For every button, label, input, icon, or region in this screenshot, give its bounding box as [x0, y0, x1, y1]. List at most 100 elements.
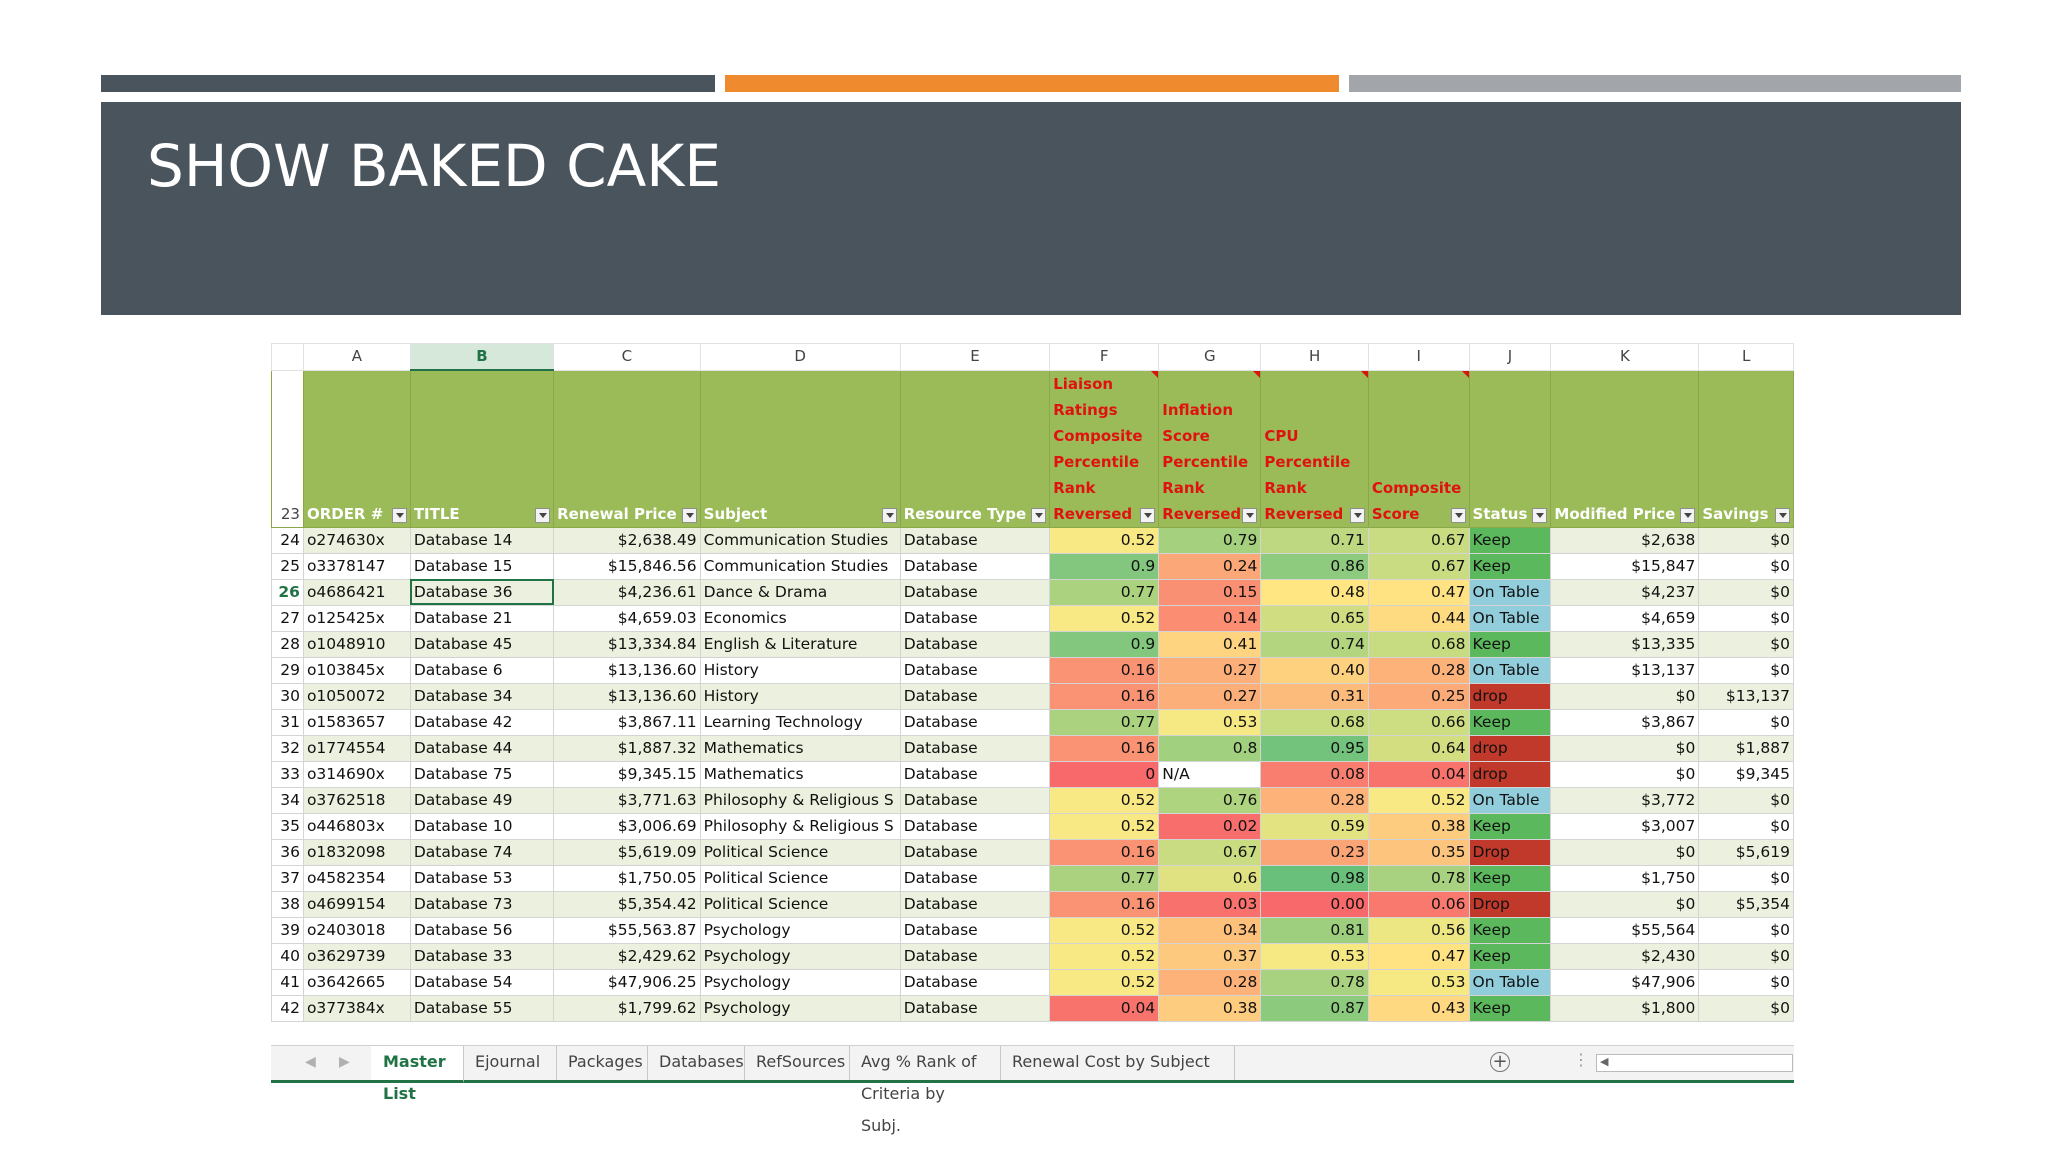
cell-f[interactable]: 0.52 — [1049, 526, 1160, 554]
cell-i[interactable]: 0.67 — [1367, 552, 1470, 580]
header-cell[interactable]: Subject — [699, 369, 901, 528]
row-number[interactable]: 39 — [271, 916, 304, 944]
cell-price[interactable]: $1,750.05 — [553, 864, 701, 892]
header-cell[interactable]: Status — [1468, 369, 1552, 528]
filter-dropdown-icon[interactable] — [1775, 507, 1790, 523]
column-header-l[interactable]: L — [1698, 343, 1794, 371]
cell-title[interactable]: Database 45 — [409, 630, 555, 658]
cell-title[interactable]: Database 36 — [409, 578, 555, 606]
cell-price[interactable]: $2,638.49 — [553, 526, 701, 554]
filter-dropdown-icon[interactable] — [681, 507, 697, 523]
cell-price[interactable]: $1,887.32 — [553, 734, 701, 762]
cell-status[interactable]: On Table — [1468, 968, 1552, 996]
cell-price[interactable]: $1,799.62 — [553, 994, 701, 1022]
cell-mod[interactable]: $0 — [1550, 682, 1700, 710]
cell-type[interactable]: Database — [899, 708, 1051, 736]
cell-type[interactable]: Database — [899, 994, 1051, 1022]
cell-status[interactable]: On Table — [1468, 656, 1552, 684]
cell-h[interactable]: 0.53 — [1260, 942, 1369, 970]
cell-type[interactable]: Database — [899, 578, 1051, 606]
cell-sav[interactable]: $0 — [1698, 552, 1794, 580]
cell-type[interactable]: Database — [899, 812, 1051, 840]
cell-order[interactable]: o3629739 — [302, 942, 411, 970]
cell-i[interactable]: 0.38 — [1367, 812, 1470, 840]
cell-order[interactable]: o1832098 — [302, 838, 411, 866]
cell-price[interactable]: $3,867.11 — [553, 708, 701, 736]
cell-subject[interactable]: History — [699, 656, 901, 684]
cell-title[interactable]: Database 21 — [409, 604, 555, 632]
cell-subject[interactable]: Learning Technology — [699, 708, 901, 736]
column-header-g[interactable]: G — [1158, 343, 1262, 371]
cell-title[interactable]: Database 75 — [409, 760, 555, 788]
cell-sav[interactable]: $0 — [1698, 708, 1794, 736]
cell-order[interactable]: o1774554 — [302, 734, 411, 762]
row-number[interactable]: 36 — [271, 838, 304, 866]
cell-status[interactable]: Keep — [1468, 526, 1552, 554]
cell-sav[interactable]: $0 — [1698, 630, 1794, 658]
cell-sav[interactable]: $0 — [1698, 656, 1794, 684]
filter-dropdown-icon[interactable] — [535, 507, 551, 523]
filter-dropdown-icon[interactable] — [1031, 507, 1047, 523]
row-number[interactable]: 38 — [271, 890, 304, 918]
cell-h[interactable]: 0.95 — [1260, 734, 1369, 762]
cell-i[interactable]: 0.78 — [1367, 864, 1470, 892]
cell-f[interactable]: 0 — [1049, 760, 1160, 788]
column-header-h[interactable]: H — [1260, 343, 1369, 371]
row-number[interactable]: 27 — [271, 604, 304, 632]
cell-price[interactable]: $55,563.87 — [553, 916, 701, 944]
cell-h[interactable]: 0.48 — [1260, 578, 1369, 606]
cell-status[interactable]: Keep — [1468, 916, 1552, 944]
cell-i[interactable]: 0.04 — [1367, 760, 1470, 788]
cell-h[interactable]: 0.00 — [1260, 890, 1369, 918]
cell-type[interactable]: Database — [899, 526, 1051, 554]
cell-order[interactable]: o4582354 — [302, 864, 411, 892]
column-header-k[interactable]: K — [1550, 343, 1700, 371]
cell-type[interactable]: Database — [899, 864, 1051, 892]
cell-price[interactable]: $5,619.09 — [553, 838, 701, 866]
cell-h[interactable]: 0.74 — [1260, 630, 1369, 658]
cell-subject[interactable]: Political Science — [699, 838, 901, 866]
cell-title[interactable]: Database 33 — [409, 942, 555, 970]
cell-i[interactable]: 0.28 — [1367, 656, 1470, 684]
cell-f[interactable]: 0.16 — [1049, 734, 1160, 762]
column-header-i[interactable]: I — [1367, 343, 1470, 371]
row-number[interactable]: 31 — [271, 708, 304, 736]
row-number[interactable]: 42 — [271, 994, 304, 1022]
cell-price[interactable]: $4,659.03 — [553, 604, 701, 632]
cell-mod[interactable]: $47,906 — [1550, 968, 1700, 996]
cell-mod[interactable]: $4,237 — [1550, 578, 1700, 606]
filter-dropdown-icon[interactable] — [1532, 507, 1548, 523]
cell-status[interactable]: drop — [1468, 682, 1552, 710]
cell-order[interactable]: o4699154 — [302, 890, 411, 918]
cell-title[interactable]: Database 34 — [409, 682, 555, 710]
cell-h[interactable]: 0.86 — [1260, 552, 1369, 580]
cell-order[interactable]: o314690x — [302, 760, 411, 788]
cell-h[interactable]: 0.08 — [1260, 760, 1369, 788]
cell-price[interactable]: $4,236.61 — [553, 578, 701, 606]
row-number[interactable]: 37 — [271, 864, 304, 892]
cell-type[interactable]: Database — [899, 916, 1051, 944]
row-number[interactable]: 41 — [271, 968, 304, 996]
cell-type[interactable]: Database — [899, 656, 1051, 684]
select-all-corner[interactable] — [271, 343, 304, 371]
cell-i[interactable]: 0.47 — [1367, 942, 1470, 970]
cell-status[interactable]: Drop — [1468, 838, 1552, 866]
cell-type[interactable]: Database — [899, 968, 1051, 996]
cell-order[interactable]: o1048910 — [302, 630, 411, 658]
cell-i[interactable]: 0.25 — [1367, 682, 1470, 710]
cell-i[interactable]: 0.53 — [1367, 968, 1470, 996]
cell-order[interactable]: o3762518 — [302, 786, 411, 814]
header-cell[interactable]: Savings — [1698, 369, 1794, 528]
cell-g[interactable]: 0.14 — [1158, 604, 1262, 632]
cell-sav[interactable]: $9,345 — [1698, 760, 1794, 788]
cell-title[interactable]: Database 55 — [409, 994, 555, 1022]
cell-mod[interactable]: $4,659 — [1550, 604, 1700, 632]
cell-g[interactable]: 0.6 — [1158, 864, 1262, 892]
filter-dropdown-icon[interactable] — [1140, 507, 1156, 523]
cell-mod[interactable]: $1,800 — [1550, 994, 1700, 1022]
cell-subject[interactable]: Political Science — [699, 890, 901, 918]
header-cell[interactable]: Composite Score — [1367, 369, 1470, 528]
row-number[interactable]: 40 — [271, 942, 304, 970]
header-cell[interactable]: CPU Percentile Rank Reversed — [1260, 369, 1369, 528]
cell-order[interactable]: o377384x — [302, 994, 411, 1022]
